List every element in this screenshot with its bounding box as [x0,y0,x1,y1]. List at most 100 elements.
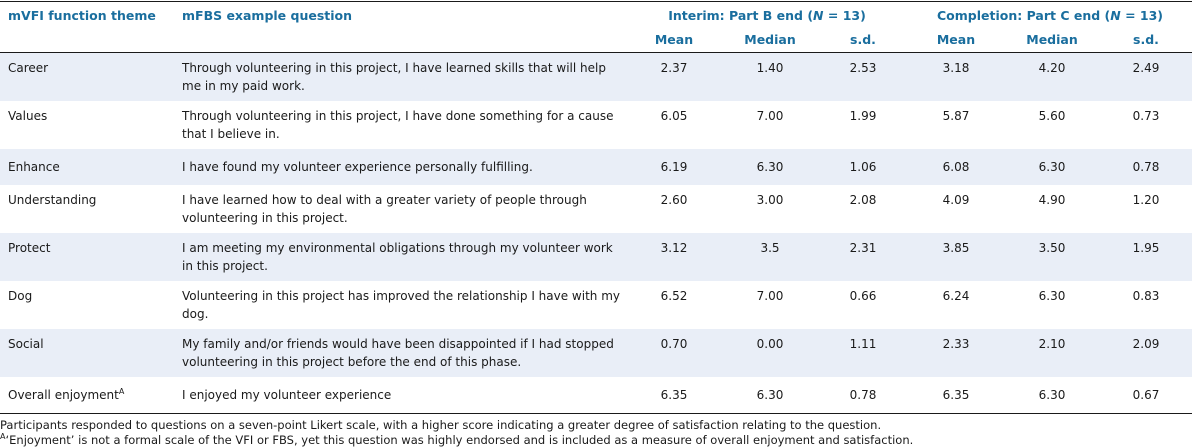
completion-sd-cell: 2.09 [1100,329,1192,377]
footnote-2-text: ‘Enjoyment’ is not a formal scale of the… [5,433,914,447]
footnote-1: Participants responded to questions on a… [0,418,882,432]
table-row: Enhance I have found my volunteer experi… [0,149,1192,185]
header-completion-median: Median [1026,32,1078,47]
completion-mean-cell: 4.09 [942,193,970,207]
header-interim-group: Interim: Part B end (N = 13) [626,2,908,30]
completion-median-cell: 4.20 [1004,52,1100,101]
completion-mean-cell: 2.33 [908,329,1004,377]
completion-sd-cell: 0.67 [1132,388,1160,402]
footnote-marker: A [118,387,125,396]
interim-median-cell: 7.00 [756,109,784,123]
theme-cell: Values [8,109,48,123]
interim-sd-cell: 0.78 [849,388,877,402]
header-blank-1 [0,30,182,53]
interim-mean-cell: 0.70 [626,329,722,377]
interim-mean-cell: 2.60 [660,193,688,207]
interim-sd-cell: 1.06 [818,149,908,185]
interim-median-cell: 6.30 [756,388,784,402]
completion-mean-cell: 6.24 [942,289,970,303]
theme-text: Overall enjoyment [8,388,119,402]
interim-mean-cell: 6.05 [660,109,688,123]
theme-cell: Overall enjoymentA [0,377,182,414]
table-row: Dog Volunteering in this project has imp… [0,281,1192,329]
interim-sd-cell: 0.66 [849,289,877,303]
completion-sd-cell: 1.95 [1100,233,1192,281]
header-row-groups: mVFI function theme mFBS example questio… [0,2,1192,30]
header-completion-group: Completion: Part C end (N = 13) [908,2,1192,30]
header-question: mFBS example question [182,8,353,23]
question-cell: I enjoyed my volunteer experience [182,388,392,402]
interim-median-cell: 7.00 [756,289,784,303]
table-row: Social My family and/or friends would ha… [0,329,1192,377]
header-completion-sd: s.d. [1133,32,1159,47]
completion-sd-cell: 0.78 [1100,149,1192,185]
header-completion-mean: Mean [936,32,976,47]
table-row: Career Through volunteering in this proj… [0,52,1192,101]
interim-sd-cell: 1.11 [818,329,908,377]
completion-mean-cell: 3.85 [908,233,1004,281]
question-cell: Volunteering in this project has improve… [182,289,620,321]
header-interim-mean: Mean [654,32,694,47]
interim-mean-cell: 2.37 [626,52,722,101]
completion-n-value: = 13) [1120,8,1164,23]
interim-median-cell: 0.00 [722,329,818,377]
theme-cell: Protect [0,233,182,281]
table-row: Overall enjoymentA I enjoyed my voluntee… [0,377,1192,414]
interim-median-cell: 3.00 [756,193,784,207]
table-row: Protect I am meeting my environmental ob… [0,233,1192,281]
theme-cell: Career [0,52,182,101]
header-blank-2 [182,30,626,53]
completion-median-cell: 6.30 [1038,388,1066,402]
completion-median-cell: 6.30 [1004,149,1100,185]
table-row: Understanding I have learned how to deal… [0,185,1192,233]
interim-sd-cell: 2.53 [818,52,908,101]
theme-cell: Social [0,329,182,377]
interim-median-cell: 3.5 [722,233,818,281]
interim-median-cell: 1.40 [722,52,818,101]
completion-sd-cell: 1.20 [1132,193,1160,207]
completion-mean-cell: 3.18 [908,52,1004,101]
table-body: Career Through volunteering in this proj… [0,52,1192,414]
interim-n-symbol: N [813,8,824,23]
header-theme: mVFI function theme [8,8,156,23]
theme-cell: Understanding [8,193,97,207]
completion-median-cell: 6.30 [1038,289,1066,303]
interim-sd-cell: 2.31 [818,233,908,281]
completion-mean-cell: 6.35 [942,388,970,402]
completion-median-cell: 2.10 [1004,329,1100,377]
interim-prefix: Interim: Part B end ( [668,8,814,23]
completion-mean-cell: 5.87 [942,109,970,123]
question-cell: Through volunteering in this project, I … [182,109,614,141]
completion-sd-cell: 0.73 [1132,109,1160,123]
interim-sd-cell: 1.99 [849,109,877,123]
completion-n-symbol: N [1110,8,1121,23]
header-interim-median: Median [744,32,796,47]
question-cell: I have learned how to deal with a greate… [182,193,587,225]
interim-mean-cell: 6.19 [626,149,722,185]
interim-mean-cell: 3.12 [626,233,722,281]
completion-sd-cell: 0.83 [1132,289,1160,303]
table-footnotes: Participants responded to questions on a… [0,418,1192,448]
question-cell: I have found my volunteer experience per… [182,149,626,185]
completion-median-cell: 5.60 [1038,109,1066,123]
interim-median-cell: 6.30 [722,149,818,185]
interim-mean-cell: 6.52 [660,289,688,303]
interim-n-value: = 13) [823,8,866,23]
interim-sd-cell: 2.08 [849,193,877,207]
completion-median-cell: 4.90 [1038,193,1066,207]
completion-sd-cell: 2.49 [1100,52,1192,101]
interim-mean-cell: 6.35 [660,388,688,402]
completion-mean-cell: 6.08 [908,149,1004,185]
theme-cell: Dog [8,289,33,303]
results-table: mVFI function theme mFBS example questio… [0,2,1192,414]
header-row-stats: Mean Median s.d. Mean Median s.d. [0,30,1192,53]
header-interim-sd: s.d. [850,32,876,47]
completion-median-cell: 3.50 [1004,233,1100,281]
question-cell: My family and/or friends would have been… [182,329,626,377]
footnote-2: A‘Enjoyment’ is not a formal scale of th… [0,433,1192,448]
question-cell: Through volunteering in this project, I … [182,52,626,101]
theme-cell: Enhance [0,149,182,185]
completion-prefix: Completion: Part C end ( [936,8,1111,23]
table-row: Values Through volunteering in this proj… [0,101,1192,149]
